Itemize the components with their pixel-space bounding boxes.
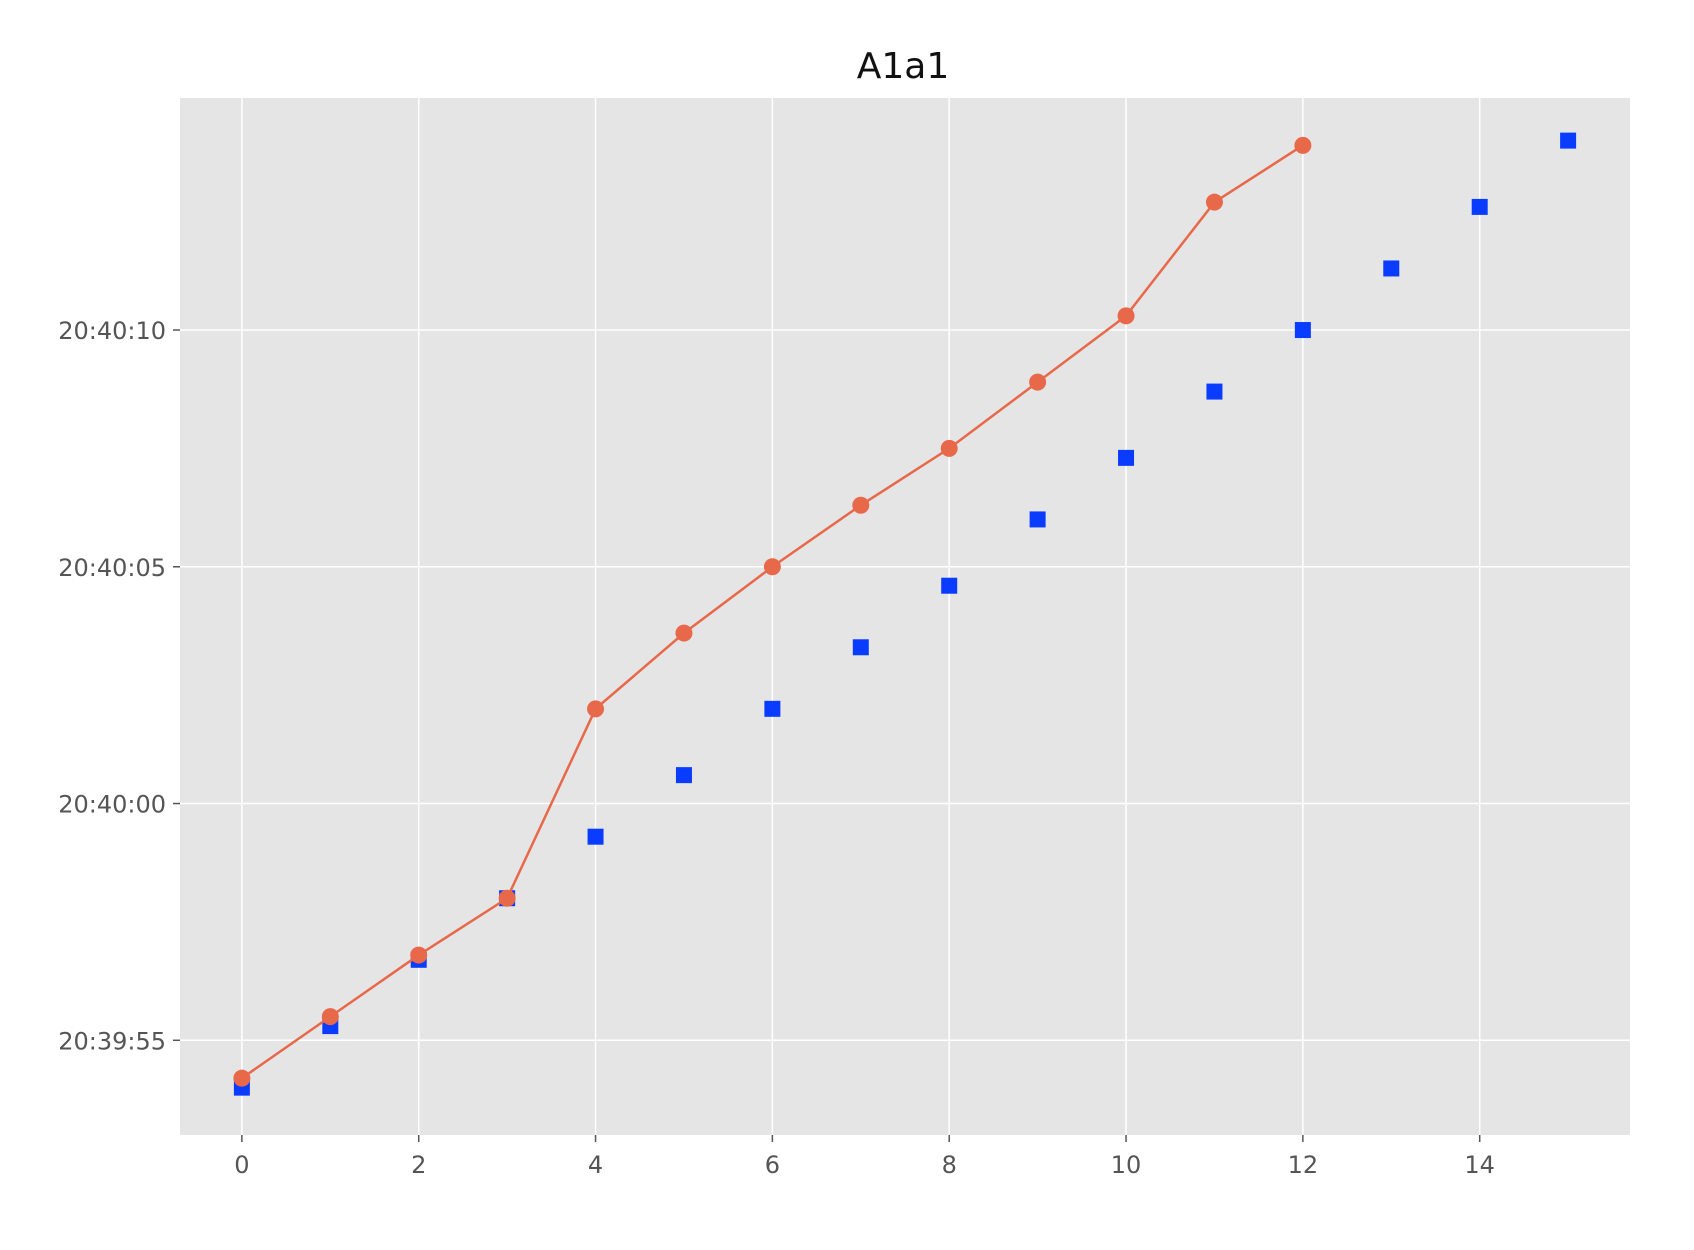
plot-area (180, 98, 1630, 1135)
data-point-circle (852, 496, 870, 514)
data-point-square (1471, 198, 1488, 215)
data-point-circle (321, 1008, 339, 1026)
data-point-circle (763, 558, 781, 576)
data-point-circle (410, 946, 428, 964)
data-point-circle (587, 700, 605, 718)
data-point-circle (1205, 193, 1223, 211)
data-point-square (1383, 260, 1400, 277)
data-point-circle (1294, 136, 1312, 154)
data-point-square (1029, 511, 1046, 528)
y-tick-label: 20:39:55 (58, 1027, 166, 1055)
x-tick-label: 6 (765, 1151, 780, 1179)
data-point-square (1206, 383, 1223, 400)
x-tick-label: 14 (1464, 1151, 1495, 1179)
x-tick-label: 0 (234, 1151, 249, 1179)
x-tick-label: 4 (588, 1151, 603, 1179)
x-tick-label: 2 (411, 1151, 426, 1179)
y-axis: 20:39:55 20:40:00 20:40:05 20:40:10 (58, 317, 180, 1055)
y-tick-label: 20:40:05 (58, 554, 166, 582)
data-point-circle (940, 439, 958, 457)
chart-title: A1a1 (857, 46, 950, 87)
data-point-square (1118, 449, 1135, 466)
data-point-square (852, 639, 869, 656)
series-2 (233, 136, 1312, 1087)
data-point-circle (498, 889, 516, 907)
data-point-square (1560, 132, 1577, 149)
x-tick-label: 10 (1111, 1151, 1142, 1179)
data-point-circle (675, 624, 693, 642)
data-point-square (587, 828, 604, 845)
y-tick-label: 20:40:00 (58, 791, 166, 819)
data-point-square (675, 767, 692, 784)
y-tick-label: 20:40:10 (58, 317, 166, 345)
data-point-circle (1117, 307, 1135, 325)
x-tick-label: 12 (1288, 1151, 1319, 1179)
data-point-square (941, 577, 958, 594)
grid (180, 98, 1630, 1135)
x-tick-label: 8 (942, 1151, 957, 1179)
series-layer (233, 132, 1577, 1096)
data-point-square (1294, 322, 1311, 339)
data-point-circle (1029, 373, 1047, 391)
data-point-circle (233, 1069, 251, 1087)
data-point-square (764, 700, 781, 717)
x-axis: 0 2 4 6 8 10 12 14 (234, 1135, 1495, 1179)
